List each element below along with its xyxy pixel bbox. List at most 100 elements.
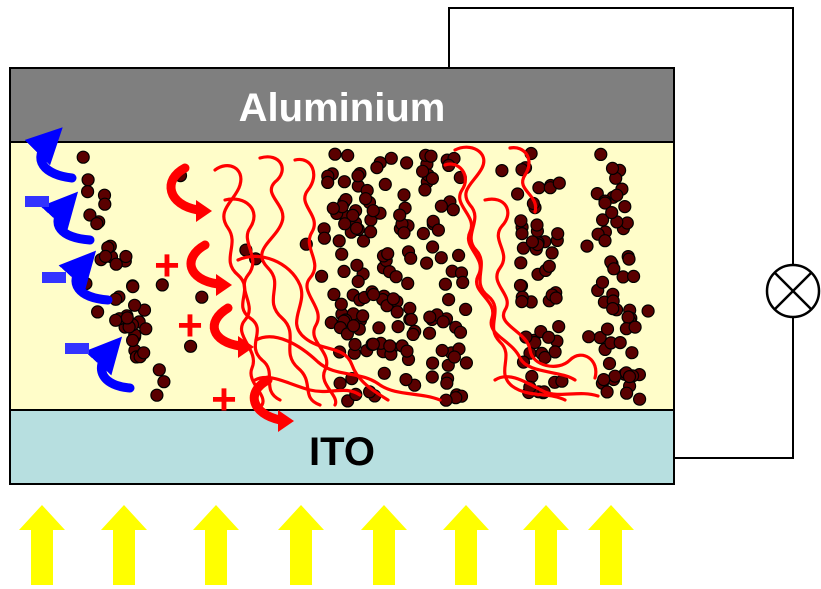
aluminium-label: Aluminium	[239, 86, 446, 130]
particle	[337, 175, 351, 189]
particle	[418, 183, 432, 197]
particle	[495, 164, 509, 178]
particle	[551, 227, 565, 241]
particle	[315, 269, 329, 283]
particle	[404, 251, 418, 265]
particle	[600, 385, 614, 399]
light-arrow-icon	[193, 505, 239, 585]
incident-light	[19, 505, 634, 585]
particle	[625, 346, 639, 360]
particle	[378, 177, 392, 191]
hole-arrow-heads	[196, 200, 294, 432]
lamp-icon	[765, 263, 821, 319]
particle	[516, 241, 531, 255]
hole-sign: +	[177, 301, 203, 350]
hole-arrow-icon	[209, 303, 245, 351]
particle	[542, 259, 556, 273]
ito-label: ITO	[309, 430, 375, 474]
particle	[404, 312, 418, 327]
particle	[510, 187, 525, 201]
hole-sign: +	[154, 241, 180, 290]
polymer-chain	[508, 146, 538, 214]
particle	[453, 325, 468, 339]
ito-electrode: ITO	[9, 409, 675, 485]
particle	[434, 251, 448, 265]
particle	[390, 305, 404, 319]
particle	[446, 203, 460, 217]
particle	[541, 330, 556, 344]
particle	[530, 218, 544, 232]
particle	[381, 247, 395, 261]
hole-sign: +	[211, 375, 237, 424]
particle	[641, 304, 655, 318]
particle	[607, 262, 621, 276]
particle	[346, 319, 361, 333]
hole-arrows	[166, 163, 285, 425]
particle	[426, 356, 440, 370]
particle	[359, 192, 373, 206]
particle	[618, 200, 632, 214]
polymer-chain	[254, 335, 442, 402]
particle	[337, 264, 351, 278]
particle	[98, 197, 112, 211]
particle	[98, 249, 113, 263]
particle	[399, 373, 413, 387]
circuit-wire	[448, 7, 794, 459]
particle	[549, 291, 563, 305]
particle	[513, 278, 528, 293]
particle	[403, 301, 417, 315]
particle	[332, 234, 346, 248]
electron-arrow-icon	[24, 127, 77, 183]
particle	[321, 175, 335, 189]
particle	[424, 149, 438, 163]
light-arrow-icon	[523, 505, 569, 585]
particle	[525, 235, 540, 249]
particle	[366, 337, 380, 351]
particle	[548, 345, 562, 359]
polymer-chain	[493, 375, 600, 398]
particle	[426, 240, 440, 254]
particle	[552, 320, 566, 334]
electron-signs	[25, 196, 89, 354]
particle	[377, 366, 391, 380]
particle	[608, 369, 622, 383]
particle	[119, 249, 133, 264]
particle	[580, 239, 594, 253]
particle	[420, 256, 434, 270]
particle	[328, 147, 342, 161]
polymer-chain	[483, 197, 598, 380]
particle	[628, 320, 642, 334]
particle	[333, 376, 347, 390]
particle	[126, 333, 140, 347]
particle	[425, 370, 439, 384]
particle	[532, 181, 546, 195]
particle	[622, 370, 637, 384]
light-arrow-icon	[443, 505, 489, 585]
particle	[606, 302, 620, 316]
polymer-chain	[258, 155, 322, 407]
polymer-chain	[223, 197, 265, 407]
particle	[126, 280, 140, 294]
particle	[150, 388, 164, 402]
particle	[582, 330, 596, 344]
particle	[610, 188, 624, 202]
particle	[338, 217, 352, 231]
particle	[598, 234, 612, 248]
light-arrow-icon	[361, 505, 407, 585]
particle	[595, 275, 610, 289]
particle	[423, 310, 437, 324]
particle	[356, 309, 370, 323]
particle	[384, 151, 398, 165]
hole-arrow-icon	[249, 375, 285, 425]
particle	[434, 199, 448, 213]
particle	[401, 276, 415, 290]
particle	[386, 292, 400, 306]
particle	[184, 339, 198, 353]
particle	[459, 356, 473, 370]
particle	[594, 147, 608, 161]
particle	[416, 164, 430, 178]
particle	[348, 337, 362, 352]
particle	[545, 246, 559, 260]
particle	[80, 185, 95, 199]
particle	[436, 315, 450, 329]
